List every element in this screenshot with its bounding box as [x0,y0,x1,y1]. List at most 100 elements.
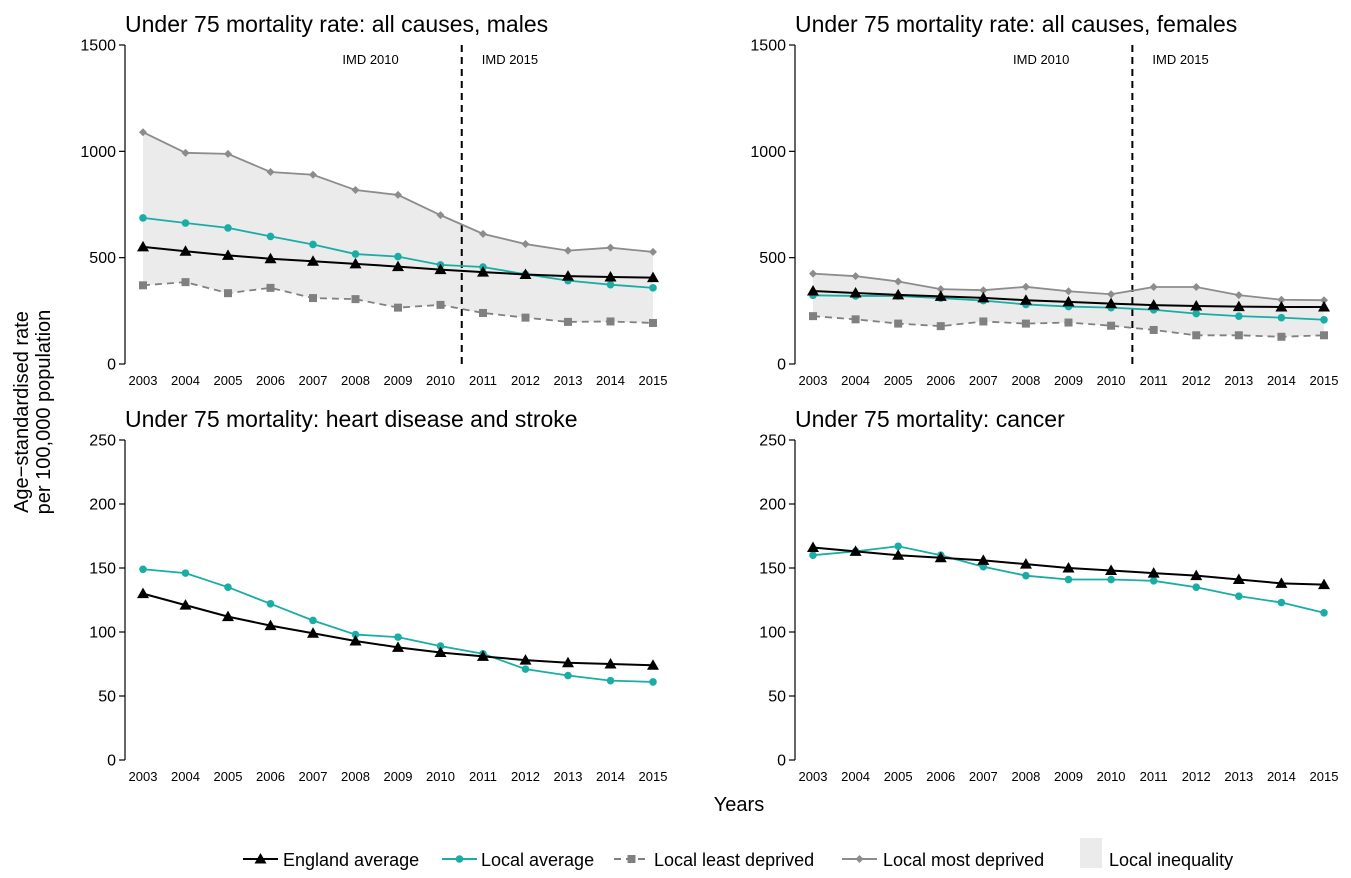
data-point-most [851,272,860,281]
data-point-local [181,569,190,577]
data-point-england [604,658,617,669]
legend-item-local: Local average [442,850,594,870]
data-point-local [1107,575,1115,584]
x-tick-label: 2006 [926,373,955,388]
data-point-england [137,240,149,252]
series-england [807,541,1330,590]
data-point-england [1147,567,1160,578]
data-point-england [562,270,574,281]
data-point-most [1021,282,1030,291]
data-point-least [224,289,232,298]
data-point-england [519,268,532,279]
y-tick-label: 0 [777,753,786,770]
panel-heart: Under 75 mortality: heart disease and st… [89,406,667,784]
data-point-england [1275,301,1288,312]
data-point-most [181,148,190,157]
data-point-england [1190,569,1203,581]
data-point-most [1107,290,1116,299]
data-point-england [1275,577,1288,588]
data-point-least [894,319,903,328]
data-point-local [394,633,402,641]
data-point-england [477,266,489,277]
x-tick-label: 2013 [1224,373,1253,388]
x-tick-label: 2003 [129,769,158,784]
data-point-england [222,249,234,260]
panel-title: Under 75 mortality: heart disease and st… [125,406,578,432]
data-point-england [349,257,362,269]
data-point-most [936,285,945,294]
y-axis-label-line1: Age−standardised rate [11,311,33,513]
x-tick-label: 2004 [171,373,200,388]
legend-marker [855,855,864,863]
data-point-most [1064,287,1073,296]
data-point-local [1192,309,1201,318]
data-point-most [479,229,487,238]
data-point-england [1190,299,1203,311]
legend-label-england: England average [283,850,419,870]
data-point-least [936,322,945,331]
data-point-england [1105,297,1118,309]
data-point-england [392,641,404,652]
data-point-least [1149,325,1158,334]
data-point-most [1192,283,1201,292]
panel-males: Under 75 mortality rate: all causes, mal… [80,11,667,388]
x-tick-label: 2010 [1097,373,1126,388]
data-point-local [606,676,615,685]
series-england [137,240,659,283]
series-england [807,285,1330,312]
data-point-england [647,659,659,670]
data-point-least [1320,331,1328,340]
x-tick-label: 2007 [969,769,998,784]
data-point-england [934,551,947,563]
data-point-least [606,317,615,326]
data-point-least [1277,332,1286,341]
x-tick-label: 2005 [884,769,913,784]
imd-2015-label: IMD 2015 [1152,52,1208,67]
data-point-local [1192,583,1201,591]
data-point-local [224,583,232,591]
data-point-england [434,646,447,657]
x-tick-label: 2011 [1140,373,1168,388]
y-tick-label: 0 [107,357,116,374]
legend-label-local: Local average [481,850,594,870]
y-tick-label: 1000 [750,144,786,161]
data-point-most [1234,291,1243,300]
data-point-local [894,542,902,551]
legend-label-inequality: Local inequality [1109,850,1233,870]
data-point-local [139,565,147,574]
data-point-local [309,616,317,625]
x-tick-label: 2014 [596,769,625,784]
data-point-least [1064,318,1073,327]
y-tick-label: 500 [759,250,786,267]
data-point-local [649,678,657,686]
data-point-least [851,315,860,324]
data-point-england [1232,573,1245,585]
legend-swatch [1080,838,1102,868]
panel-title: Under 75 mortality: cancer [795,406,1065,432]
legend-item-least: Local least deprived [614,850,814,870]
x-tick-label: 2013 [1224,769,1253,784]
x-tick-label: 2008 [1011,373,1040,388]
x-tick-label: 2009 [384,373,413,388]
panel-cancer: Under 75 mortality: cancer 0 50 100 150 200 25… [759,406,1338,784]
x-tick-label: 2006 [926,769,955,784]
legend-item-most: Local most deprived [842,850,1044,870]
data-point-england [807,285,819,296]
y-tick-label: 250 [759,433,786,450]
data-point-most [979,286,988,295]
x-tick-label: 2013 [554,769,583,784]
data-point-least [394,303,402,312]
x-tick-label: 2007 [969,373,998,388]
series-most [139,128,657,256]
x-tick-label: 2013 [554,373,583,388]
data-point-least [309,294,317,303]
x-tick-label: 2011 [469,769,497,784]
data-point-most [394,190,402,199]
series-line-england [142,592,654,667]
data-point-england [562,656,574,668]
x-tick-label: 2010 [426,769,455,784]
legend-label-most: Local most deprived [883,850,1044,870]
data-point-england [519,654,532,665]
data-point-most [649,247,657,256]
data-point-most [309,170,317,179]
